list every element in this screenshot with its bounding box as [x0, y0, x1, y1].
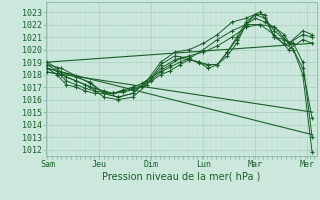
X-axis label: Pression niveau de la mer( hPa ): Pression niveau de la mer( hPa ) [102, 172, 261, 182]
